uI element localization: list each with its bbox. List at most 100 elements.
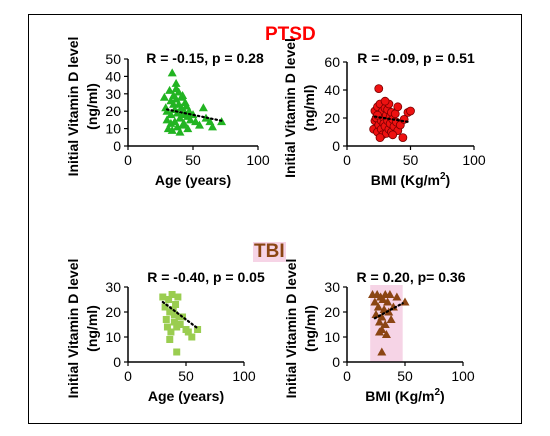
data-point	[166, 118, 176, 127]
y-axis-label: Initial Vitamin D level	[283, 259, 299, 399]
y-tick-label: 50	[105, 51, 121, 67]
data-point	[385, 290, 395, 298]
correlation-annotation: R = -0.09, p = 0.51	[357, 50, 475, 66]
data-point	[162, 106, 172, 115]
data-point	[198, 103, 208, 112]
data-point	[165, 296, 173, 303]
x-tick-label: 50	[403, 152, 419, 168]
data-point	[168, 291, 176, 298]
y-tick-label: 0	[113, 354, 121, 370]
data-point	[380, 96, 390, 106]
x-axis-label: BMI (Kg/m2)	[365, 387, 444, 404]
data-point	[159, 293, 167, 301]
x-tick-label: 50	[397, 368, 413, 384]
y-tick-label: 40	[324, 82, 340, 98]
data-point	[172, 301, 180, 308]
y-axis-label: Initial Vitamin D level	[65, 259, 81, 399]
y-tick-label: 10	[105, 121, 121, 137]
data-point	[386, 315, 396, 323]
y-tick-label: 20	[324, 304, 340, 320]
y-tick-label: 0	[332, 354, 340, 370]
data-point	[162, 316, 170, 323]
data-point	[178, 91, 188, 100]
correlation-annotation: R = -0.40, p = 0.05	[147, 269, 265, 285]
data-point	[383, 297, 393, 306]
data-point	[170, 318, 178, 326]
data-point	[183, 124, 193, 133]
x-axis-label: BMI (Kg/m2)	[371, 171, 450, 188]
data-point	[166, 336, 174, 343]
x-tick-label: 0	[343, 368, 351, 384]
trend-line	[373, 115, 412, 124]
tbi-group-title: TBI	[253, 241, 286, 262]
y-tick-label: 20	[324, 110, 340, 126]
data-point	[374, 317, 384, 326]
data-point	[380, 320, 390, 328]
figure-frame	[28, 14, 522, 424]
data-point	[176, 321, 184, 328]
data-point	[191, 117, 201, 126]
y-tick-label: 20	[105, 304, 121, 320]
y-axis-label: (ng/ml)	[301, 85, 317, 132]
y-tick-label: 40	[105, 68, 121, 84]
y-tick-label: 10	[105, 329, 121, 345]
x-tick-label: 50	[178, 368, 194, 384]
y-tick-label: 20	[105, 103, 121, 119]
scatter-panel-2: 0 20 40 60 0 50 100 BMI (Kg/m2) Initial Vitamin …	[282, 38, 486, 188]
data-point	[167, 68, 177, 77]
data-point	[392, 292, 402, 301]
x-tick-label: 100	[451, 368, 475, 384]
trend-line	[165, 108, 223, 122]
data-point	[162, 115, 172, 124]
y-tick-label: 0	[332, 138, 340, 154]
y-tick-label: 0	[113, 138, 121, 154]
x-axis-label: Age (years)	[155, 172, 231, 188]
scatter-panel-4: 0 10 20 30 0 50 100 BMI (Kg/m2) Initial Vitamin …	[283, 259, 475, 404]
data-point	[163, 323, 171, 331]
scatter-panel-3: 0 10 20 30 0 50 100 Age (years) Initial Vitamin …	[65, 259, 265, 404]
x-axis-label: Age (years)	[148, 388, 224, 404]
data-point	[381, 330, 391, 338]
data-point	[188, 333, 196, 341]
data-point	[175, 127, 185, 136]
data-point	[173, 348, 181, 356]
data-point	[370, 297, 380, 306]
y-axis-label: (ng/ml)	[84, 305, 100, 352]
data-point	[159, 92, 169, 101]
y-axis-label: Initial Vitamin D level	[65, 37, 81, 177]
data-point	[174, 293, 182, 301]
data-point	[393, 102, 403, 112]
data-point	[208, 122, 217, 131]
data-point	[178, 120, 188, 129]
data-point	[398, 133, 408, 143]
x-tick-label: 0	[124, 368, 132, 384]
data-point	[378, 295, 388, 303]
data-point	[167, 125, 177, 134]
data-point	[171, 78, 181, 87]
x-tick-label: 0	[124, 152, 132, 168]
y-axis-label: (ng/ml)	[302, 305, 318, 352]
y-axis-label: Initial Vitamin D level	[282, 38, 298, 178]
y-tick-label: 10	[324, 329, 340, 345]
data-point	[377, 312, 387, 321]
data-point	[167, 328, 175, 336]
data-point	[406, 106, 415, 116]
data-point	[185, 115, 195, 124]
ptsd-group-title: PTSD	[265, 24, 316, 45]
x-tick-label: 100	[462, 152, 486, 168]
y-tick-label: 30	[105, 279, 121, 295]
data-point	[374, 327, 384, 336]
data-point	[374, 84, 384, 93]
x-tick-label: 100	[246, 152, 270, 168]
data-point	[170, 311, 178, 318]
y-axis-label: (ng/ml)	[84, 83, 100, 130]
correlation-annotation: R = -0.15, p = 0.28	[146, 50, 264, 66]
trend-line	[373, 302, 404, 320]
x-tick-label: 100	[232, 368, 256, 384]
data-point	[377, 347, 387, 356]
data-point	[388, 130, 398, 140]
data-point	[373, 302, 383, 311]
